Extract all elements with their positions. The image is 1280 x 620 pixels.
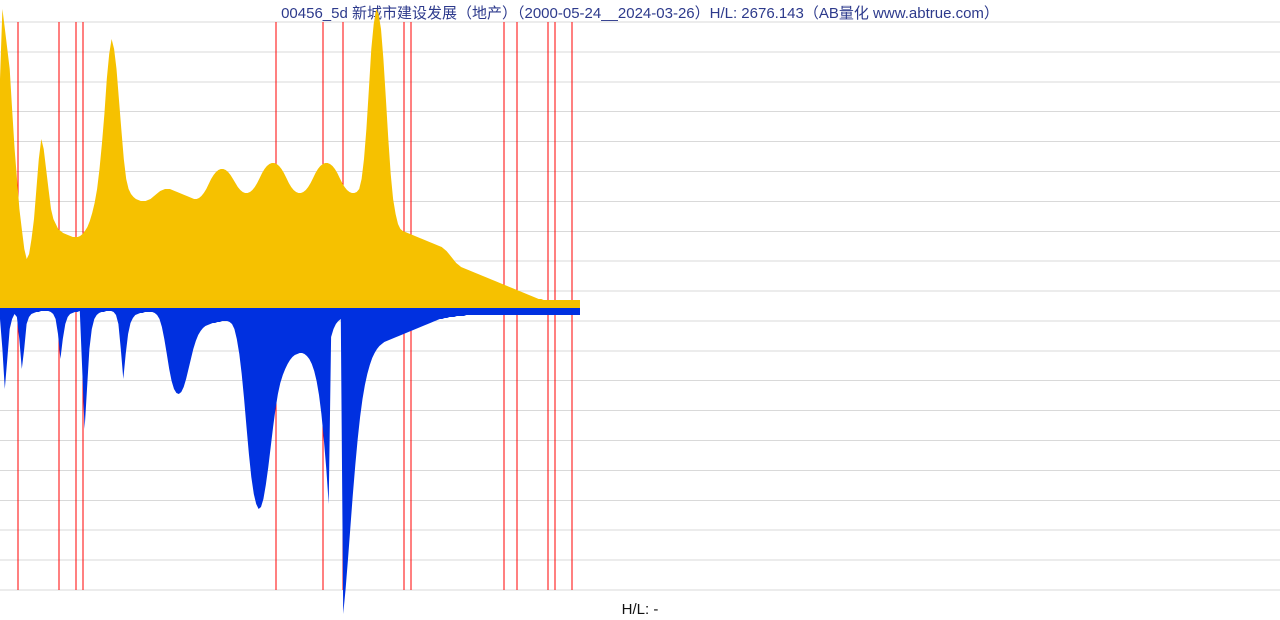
- chart-container: 00456_5d 新城市建设发展（地产）（2000-05-24__2024-03…: [0, 0, 1280, 620]
- chart-svg: [0, 0, 1280, 620]
- chart-footer: H/L: -: [0, 601, 1280, 618]
